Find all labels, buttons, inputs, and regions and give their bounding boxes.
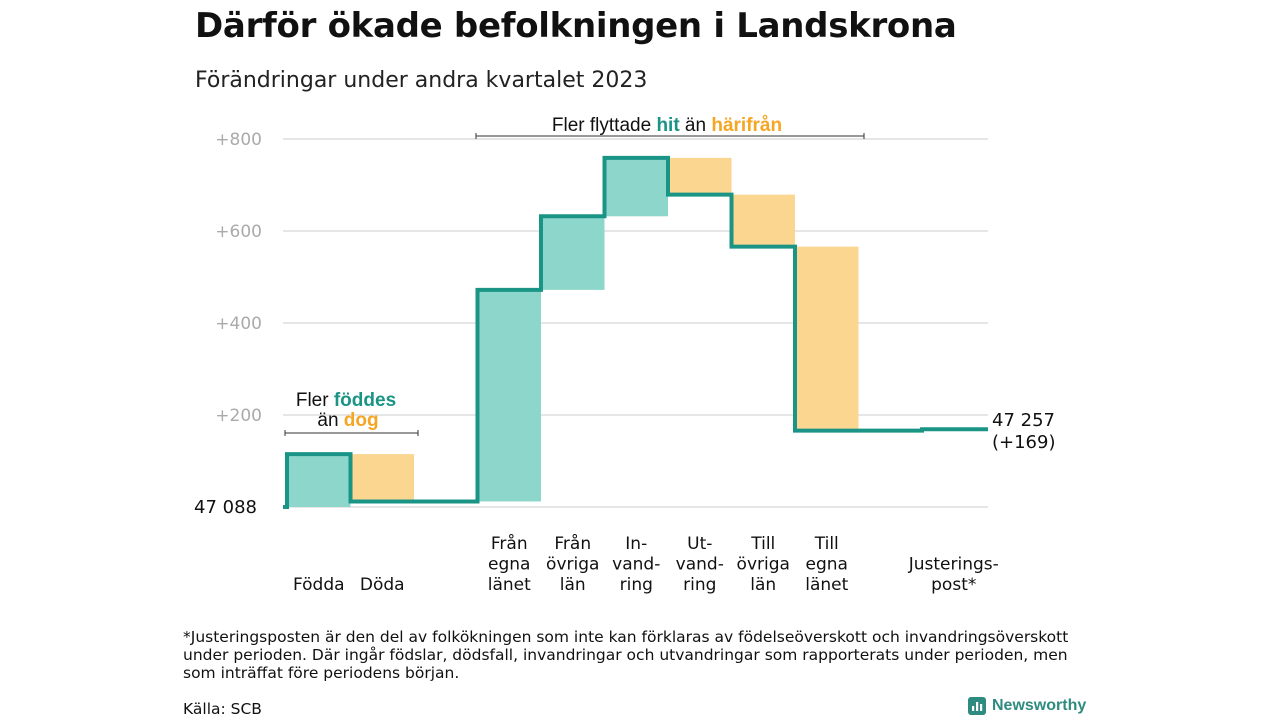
category-label: Från xyxy=(491,533,528,554)
births-annotation-text: Fler xyxy=(296,390,334,411)
category-label: övriga xyxy=(737,555,790,575)
category-label: län xyxy=(750,575,776,595)
moves-annotation-highlight: härifrån xyxy=(711,115,782,136)
bar xyxy=(668,157,732,195)
bar-chart-icon xyxy=(968,697,986,715)
category-label: vand- xyxy=(676,555,724,575)
start-value-label: 47 088 xyxy=(194,497,257,518)
category-label: Födda xyxy=(293,575,345,595)
category-label: post* xyxy=(931,575,976,595)
bar xyxy=(287,454,351,507)
moves-annotation-text: än xyxy=(680,115,712,136)
y-tick-label: +200 xyxy=(215,406,262,426)
category-label: ring xyxy=(620,575,653,595)
y-tick-label: +600 xyxy=(215,222,262,242)
source-label: Källa: SCB xyxy=(183,700,262,718)
category-label: ring xyxy=(683,575,716,595)
category-label: Döda xyxy=(360,575,405,595)
births-annotation: än dog xyxy=(317,410,378,431)
category-label: övriga xyxy=(546,555,599,575)
bar xyxy=(731,194,795,247)
y-tick-label: +800 xyxy=(215,130,262,150)
category-label: Från xyxy=(554,533,591,554)
category-label: In- xyxy=(625,534,647,554)
births-annotation-text: än xyxy=(317,410,343,431)
category-label: egna xyxy=(806,555,848,575)
cumulative-line xyxy=(283,155,988,509)
moves-annotation-text: Fler flyttade xyxy=(552,115,657,136)
category-label: Till xyxy=(750,534,775,554)
footnote: *Justeringsposten är den del av folkökni… xyxy=(183,628,1069,682)
category-label: län xyxy=(560,575,586,595)
births-annotation-highlight: dog xyxy=(344,410,379,431)
newsworthy-logo: Newsworthy xyxy=(968,697,1086,715)
births-annotation-highlight: föddes xyxy=(334,390,396,411)
moves-annotation-highlight: hit xyxy=(656,115,680,136)
y-tick-label: +400 xyxy=(215,314,262,334)
category-label: egna xyxy=(488,555,530,575)
brand-name: Newsworthy xyxy=(992,697,1087,714)
category-label: Ut- xyxy=(687,534,712,554)
category-label: Till xyxy=(814,534,839,554)
end-change-label: (+169) xyxy=(992,432,1055,453)
moves-annotation: Fler flyttade hit än härifrån xyxy=(552,115,782,136)
bar xyxy=(795,246,859,431)
chart-title: Därför ökade befolkningen i Landskrona xyxy=(195,6,957,46)
end-value-label: 47 257 xyxy=(992,410,1055,431)
chart-subtitle: Förändringar under andra kvartalet 2023 xyxy=(195,68,648,93)
category-label: länet xyxy=(488,575,531,595)
category-label: vand- xyxy=(612,555,660,575)
bar xyxy=(350,454,414,502)
category-label: Justerings- xyxy=(908,555,999,575)
births-annotation: Fler föddes xyxy=(296,390,396,411)
bar xyxy=(541,216,605,290)
category-label: länet xyxy=(805,575,848,595)
bar xyxy=(604,157,668,217)
bar xyxy=(477,289,541,502)
